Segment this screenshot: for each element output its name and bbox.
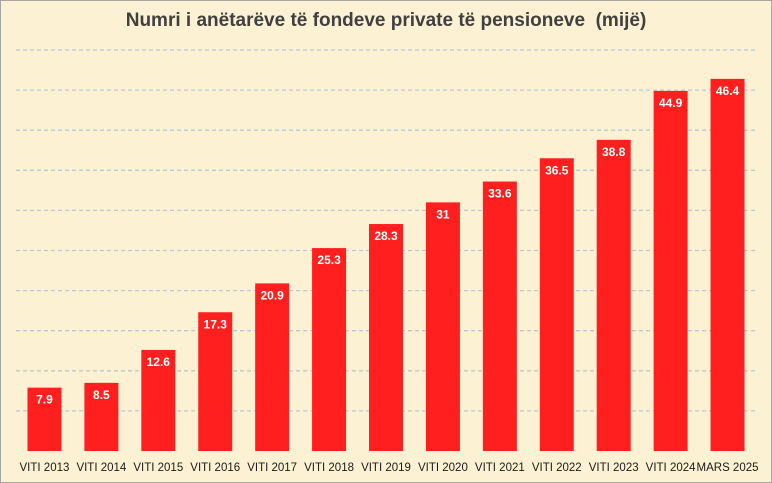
bar — [369, 224, 403, 451]
bar — [27, 387, 62, 451]
x-tick-label: VITI 2015 — [133, 462, 183, 474]
bar — [198, 312, 233, 451]
x-tick-label: VITI 2017 — [247, 462, 297, 474]
data-label: 44.9 — [659, 96, 683, 110]
bar — [596, 139, 631, 451]
data-label: 8.5 — [93, 388, 110, 402]
data-label: 17.3 — [204, 317, 228, 331]
data-label: 31 — [436, 207, 450, 221]
data-label: 7.9 — [36, 393, 53, 407]
data-label: 12.6 — [147, 355, 171, 369]
data-label: 38.8 — [602, 145, 626, 159]
x-tick-label: MARS 2025 — [697, 462, 759, 474]
data-label: 20.9 — [260, 288, 284, 302]
bar — [425, 202, 460, 451]
bar — [710, 78, 745, 451]
bar — [312, 248, 347, 451]
x-tick-label: VITI 2014 — [76, 462, 126, 474]
chart-title: Numri i anëtarëve të fondeve private të … — [125, 10, 647, 31]
data-label: 25.3 — [317, 253, 341, 267]
x-tick-label: VITI 2019 — [361, 462, 411, 474]
data-label: 28.3 — [374, 229, 398, 243]
x-tick-label: VITI 2021 — [475, 462, 525, 474]
bar — [255, 283, 290, 451]
bar — [141, 349, 176, 451]
data-label: 33.6 — [488, 187, 512, 201]
x-tick-label: VITI 2020 — [418, 462, 468, 474]
x-tick-label: VITI 2018 — [304, 462, 354, 474]
data-label: 46.4 — [716, 84, 740, 98]
bar — [539, 158, 574, 451]
bar — [482, 181, 517, 451]
x-tick-label: VITI 2022 — [532, 462, 582, 474]
x-tick-label: VITI 2024 — [646, 462, 696, 474]
data-label: 36.5 — [545, 163, 569, 177]
bar — [653, 90, 688, 451]
x-tick-label: VITI 2016 — [190, 462, 240, 474]
x-tick-label: VITI 2023 — [589, 462, 639, 474]
x-tick-label: VITI 2013 — [20, 462, 70, 474]
bar — [84, 382, 119, 451]
